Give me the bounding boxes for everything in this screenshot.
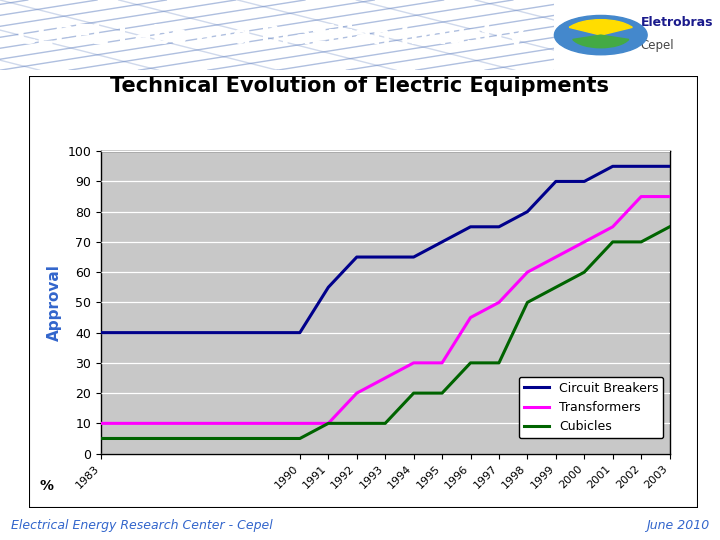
Text: Eletrobras: Eletrobras xyxy=(641,16,713,29)
Wedge shape xyxy=(572,35,629,48)
Y-axis label: Approval: Approval xyxy=(47,264,62,341)
Text: Electrical Energy Research Center - Cepel: Electrical Energy Research Center - Cepe… xyxy=(11,518,273,532)
Text: CEPEL Labs and Brazilian Industry: CEPEL Labs and Brazilian Industry xyxy=(17,24,524,50)
FancyBboxPatch shape xyxy=(29,76,698,508)
Text: Cepel: Cepel xyxy=(641,39,674,52)
Legend: Circuit Breakers, Transformers, Cubicles: Circuit Breakers, Transformers, Cubicles xyxy=(519,377,663,438)
Wedge shape xyxy=(570,19,632,35)
Circle shape xyxy=(554,16,647,55)
Text: %: % xyxy=(40,479,54,493)
Text: Technical Evolution of Electric Equipments: Technical Evolution of Electric Equipmen… xyxy=(110,76,610,97)
Text: June 2010: June 2010 xyxy=(646,518,709,532)
